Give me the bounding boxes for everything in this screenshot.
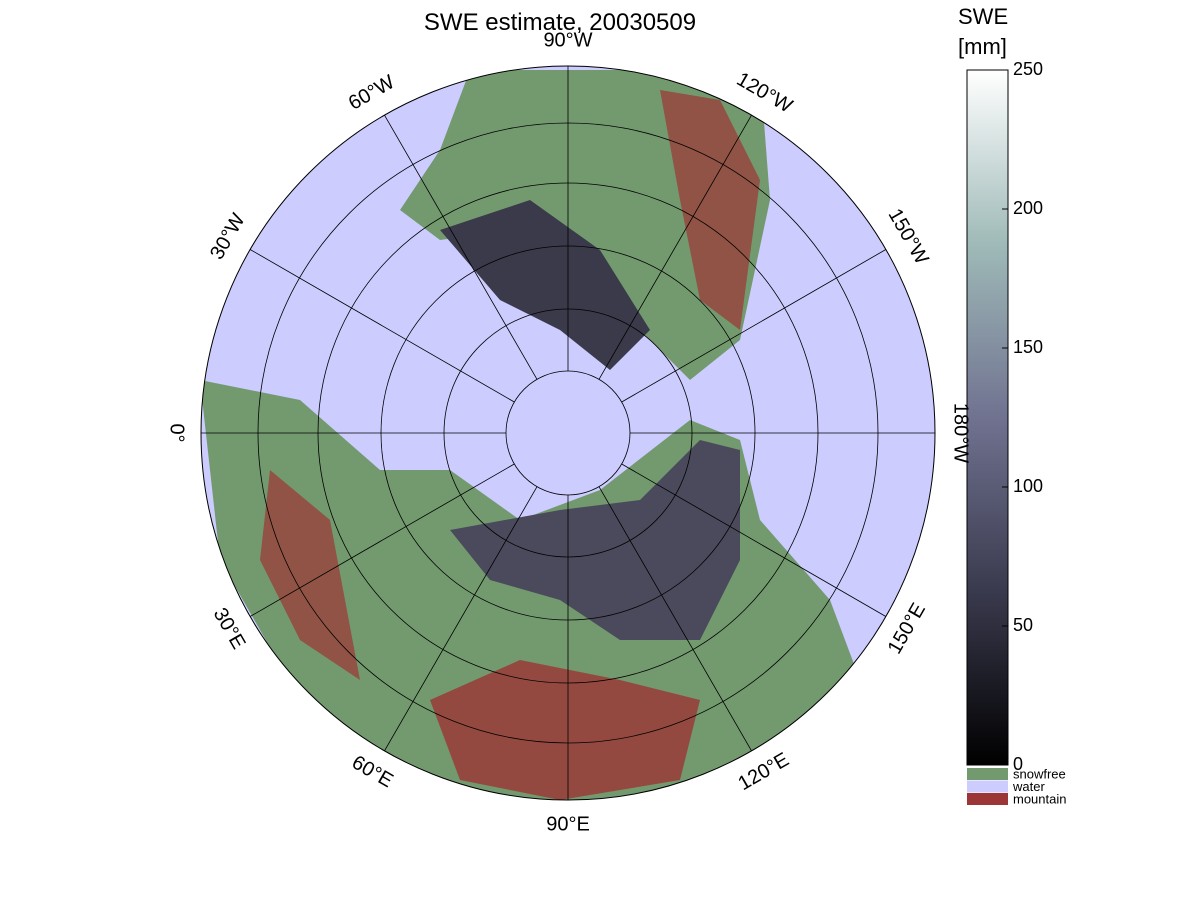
map-title: SWE estimate, 20030509: [424, 9, 696, 36]
mountain-area: [660, 90, 760, 330]
meridian: [249, 463, 515, 617]
mountain-area: [430, 660, 700, 800]
snow-cover: [440, 200, 650, 370]
meridian-label: 60°E: [348, 751, 397, 792]
colorbar-label: SWE: [958, 4, 1008, 29]
legend-label: mountain: [1013, 791, 1066, 806]
legend-swatch: [967, 780, 1008, 793]
colorbar-tick-label: 250: [1013, 59, 1043, 79]
colorbar-tick-label: 150: [1013, 337, 1043, 357]
meridian-label: 60°W: [345, 71, 399, 115]
map-disk: [201, 66, 935, 800]
colorbar: [966, 69, 1009, 766]
mountain-area: [260, 470, 360, 680]
meridian-label: 30°E: [209, 604, 250, 653]
meridian: [384, 114, 538, 380]
legend-label: snowfree: [1013, 766, 1066, 781]
legend-swatch: [967, 793, 1008, 805]
meridian-label: 180°W: [950, 403, 972, 463]
colorbar-tick-label: 200: [1013, 198, 1043, 218]
legend-swatch: [967, 768, 1008, 780]
meridian: [598, 486, 752, 752]
meridian: [249, 249, 515, 403]
colorbar-label: [mm]: [958, 34, 1007, 59]
colorbar-tick-label: 100: [1013, 476, 1043, 496]
meridian-label: 90°W: [543, 29, 592, 51]
meridian-label: 90°E: [546, 813, 590, 835]
meridian: [384, 486, 538, 752]
meridian-label: 0°: [166, 423, 188, 442]
meridian: [598, 114, 752, 380]
meridian: [621, 463, 887, 617]
meridian: [621, 249, 887, 403]
colorbar-tick-label: 50: [1013, 615, 1033, 635]
meridian-label: 30°W: [206, 210, 250, 264]
colorbar-tick-label: 0: [1013, 754, 1023, 774]
legend-label: water: [1012, 779, 1045, 794]
